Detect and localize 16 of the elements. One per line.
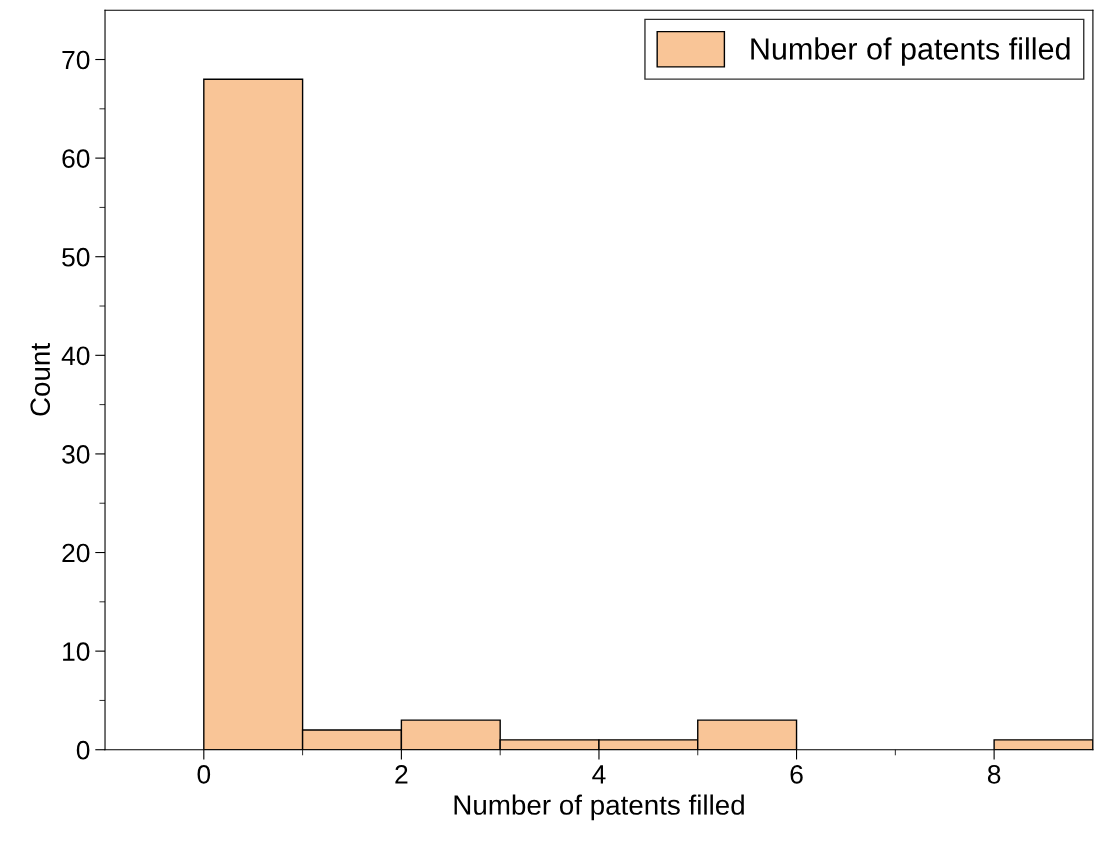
x-tick-label: 8 bbox=[987, 765, 1001, 784]
y-axis-title: Count bbox=[30, 343, 51, 416]
y-tick-label: 60 bbox=[62, 149, 90, 168]
y-tick-label: 50 bbox=[62, 247, 90, 267]
x-tick-label: 0 bbox=[197, 765, 211, 784]
y-tick-label: 30 bbox=[62, 445, 90, 464]
x-tick-label: 2 bbox=[395, 765, 408, 784]
x-axis-title: Number of patents filled bbox=[454, 794, 744, 821]
y-tick-label: 40 bbox=[61, 346, 90, 366]
y-tick-label: 10 bbox=[63, 642, 90, 661]
y-tick-label: 20 bbox=[62, 543, 90, 563]
y-tick-label: 70 bbox=[62, 50, 90, 70]
x-tick-label: 4 bbox=[592, 765, 606, 784]
x-tick-label: 6 bbox=[790, 765, 803, 784]
y-tick-label: 0 bbox=[76, 740, 90, 760]
legend-label: Number of patents filled bbox=[751, 37, 1070, 66]
